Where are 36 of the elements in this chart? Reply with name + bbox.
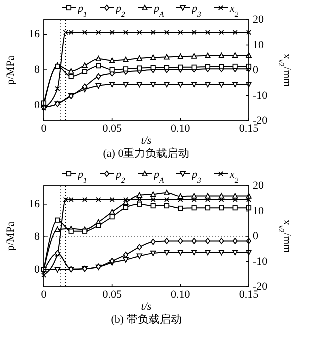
text: (a) 0重力负载启动 <box>103 147 190 160</box>
legend-label: p$_{A}$ <box>153 169 164 184</box>
y2-tick-label: 20 <box>253 14 264 26</box>
legend-label: p$_{1}$ <box>77 3 88 18</box>
legend-label: p$_{3}$ <box>191 169 202 184</box>
y2-tick-label: -10 <box>253 90 268 102</box>
x-tick-label: 0.15 <box>239 289 260 301</box>
y2-tick-label: 0 <box>253 230 259 242</box>
y-tick-label: 16 <box>29 28 40 41</box>
y-tick-label: 0 <box>34 264 40 276</box>
y2-tick-label: 10 <box>253 39 264 52</box>
y-tick-label: 8 <box>34 64 40 76</box>
y-tick-label: 0 <box>34 99 40 112</box>
text: (b) 带负载启动 <box>111 313 182 326</box>
y-tick-label: 16 <box>29 198 40 210</box>
x-tick-label: 0.10 <box>171 289 191 301</box>
y-axis-title: p/MPa <box>5 56 17 86</box>
y2-tick-label: -10 <box>253 256 268 268</box>
y-axis-title: p/MPa <box>5 222 17 252</box>
legend-label: p$_{3}$ <box>191 3 202 18</box>
legend-label: p$_{1}$ <box>77 169 88 184</box>
x-axis-title: t/s <box>141 301 152 313</box>
legend-label: p$_{2}$ <box>115 3 126 18</box>
legend-label: p$_{A}$ <box>153 3 164 18</box>
x-tick-label: 0.05 <box>102 123 122 135</box>
legend-label: x$_{2}$ <box>229 169 239 184</box>
x-tick-label: 0.05 <box>102 289 122 301</box>
legend-label: x$_{2}$ <box>229 3 239 18</box>
y2-tick-label: 10 <box>253 205 264 218</box>
x-axis-title: t/s <box>141 135 152 147</box>
x-tick-label: 0.10 <box>171 123 191 135</box>
y2-tick-label: 0 <box>253 64 259 76</box>
y2-tick-label: 20 <box>253 180 264 192</box>
y-tick-label: 8 <box>34 231 40 244</box>
legend-label: p$_{2}$ <box>115 169 126 184</box>
x-tick-label: 0.15 <box>239 123 260 135</box>
